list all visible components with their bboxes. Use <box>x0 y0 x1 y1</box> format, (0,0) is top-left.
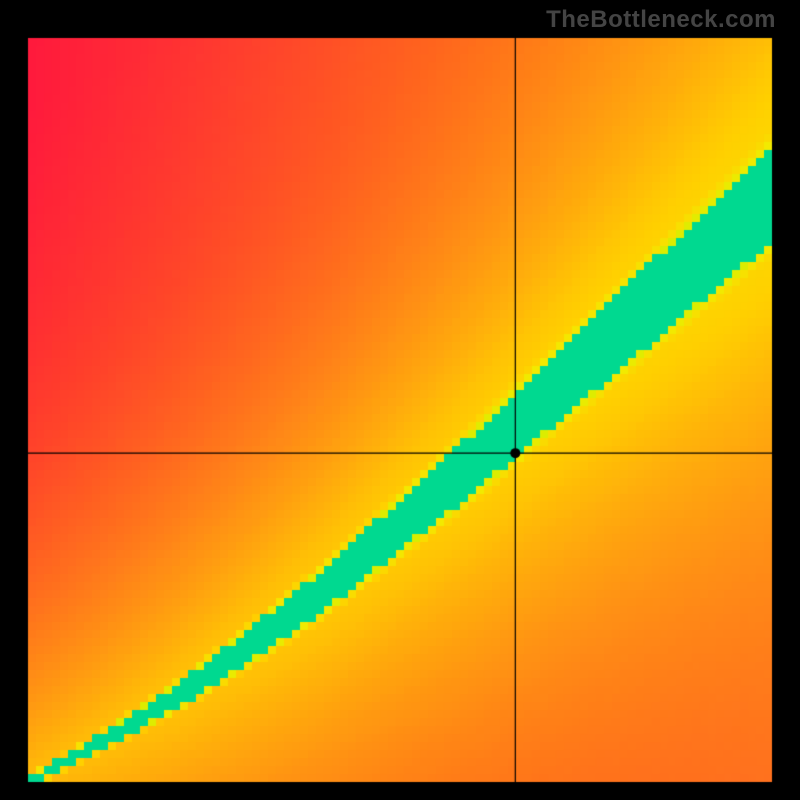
chart-container: TheBottleneck.com <box>0 0 800 800</box>
watermark-text: TheBottleneck.com <box>546 6 776 34</box>
heatmap-canvas <box>0 0 800 800</box>
